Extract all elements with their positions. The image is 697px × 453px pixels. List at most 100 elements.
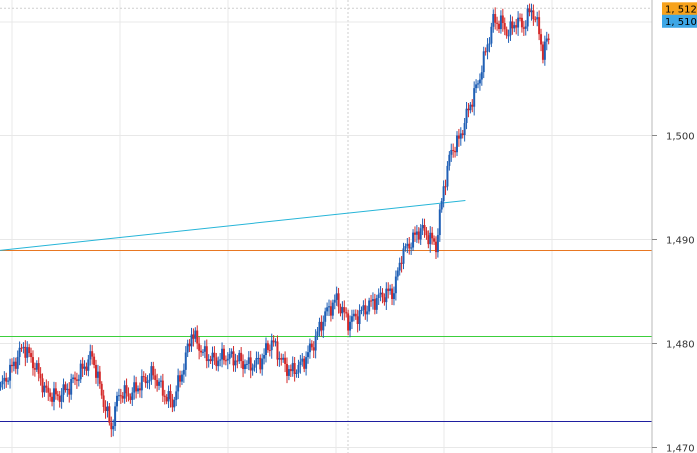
candle-body	[268, 349, 271, 351]
candle	[211, 346, 214, 369]
candle-body	[85, 366, 88, 371]
candle	[436, 228, 439, 258]
candle-body	[108, 406, 111, 423]
candle	[413, 226, 416, 242]
candle	[127, 387, 130, 402]
trendline	[0, 200, 466, 251]
candle-body	[452, 149, 455, 151]
candle-body	[507, 35, 510, 37]
candle	[477, 80, 479, 89]
candle	[1, 375, 4, 390]
candle	[121, 392, 124, 403]
candle	[442, 180, 445, 208]
candle	[68, 382, 71, 403]
candle	[291, 356, 294, 377]
grid	[0, 0, 652, 453]
candle-body	[91, 351, 94, 357]
candle	[140, 369, 143, 399]
candle-body	[1, 380, 4, 385]
candle-body	[339, 306, 342, 314]
candle-body	[184, 352, 187, 370]
candle	[371, 292, 374, 310]
candle-body	[163, 395, 166, 397]
candle	[486, 38, 489, 60]
candle	[64, 381, 67, 393]
candle-body	[221, 348, 224, 360]
candle	[425, 226, 428, 240]
candle-body	[137, 388, 140, 392]
candle	[114, 401, 117, 432]
candle	[257, 351, 260, 365]
candle-body	[331, 302, 334, 316]
candle-body	[312, 347, 315, 351]
candle-body	[89, 351, 92, 360]
candle	[73, 371, 76, 386]
candle-body	[345, 312, 348, 314]
axis-tick-label: 1,490	[666, 236, 695, 247]
candle-body	[77, 379, 80, 381]
candle-body	[286, 363, 288, 376]
candle-body	[318, 321, 321, 332]
candle-body	[496, 22, 499, 24]
candle-body	[219, 359, 222, 361]
candle	[9, 358, 12, 389]
candle	[381, 288, 384, 304]
candle-body	[96, 371, 99, 378]
candle-body	[478, 79, 481, 84]
candle	[205, 339, 208, 369]
candle	[423, 218, 426, 238]
candle	[316, 326, 319, 341]
candle	[387, 282, 390, 299]
candle-body	[192, 334, 195, 339]
candle	[117, 388, 120, 402]
candle-body	[349, 321, 352, 331]
candle	[404, 243, 407, 252]
candle-body	[475, 84, 478, 89]
candle-body	[58, 395, 61, 402]
candle-body	[87, 359, 90, 371]
candle	[272, 335, 275, 347]
candle-body	[356, 316, 359, 324]
candle	[213, 346, 216, 365]
candle-body	[314, 335, 317, 351]
axis-tick-label: 1,500	[666, 132, 695, 143]
candle-body	[498, 23, 501, 30]
candle-body	[547, 38, 550, 40]
candle	[329, 300, 332, 322]
candle	[358, 304, 361, 331]
candle-body	[51, 396, 54, 402]
candle	[297, 359, 300, 378]
candle-body	[205, 346, 208, 362]
candle-body	[402, 248, 405, 264]
candle	[276, 335, 279, 367]
candle-body	[222, 348, 225, 361]
candle-body	[448, 154, 451, 166]
candle	[488, 37, 491, 53]
candle-body	[5, 377, 8, 382]
candle-body	[377, 294, 380, 298]
candle-body	[540, 34, 543, 45]
candle	[106, 401, 109, 418]
candle	[454, 146, 457, 158]
candle	[341, 301, 344, 321]
candle	[247, 351, 250, 371]
candle-body	[194, 330, 197, 339]
candle-body	[295, 372, 298, 374]
candle	[415, 224, 418, 243]
candle	[179, 370, 182, 388]
candle	[224, 355, 227, 366]
candle	[505, 26, 508, 39]
candle	[255, 351, 258, 374]
candle-body	[347, 313, 350, 331]
candle	[104, 400, 107, 419]
candle	[93, 353, 96, 369]
candle	[532, 4, 535, 26]
candle	[461, 129, 464, 139]
candle-body	[413, 232, 416, 235]
candle-body	[190, 334, 193, 347]
candle	[375, 294, 378, 314]
candle-body	[177, 375, 180, 392]
candle-body	[499, 15, 502, 30]
